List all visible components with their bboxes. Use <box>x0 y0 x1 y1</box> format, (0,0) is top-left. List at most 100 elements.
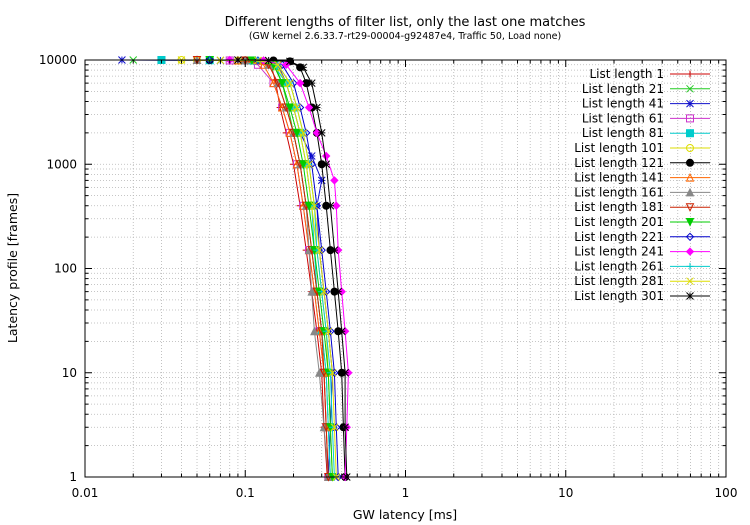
legend-entry: List length 1 <box>590 67 710 81</box>
data-point <box>319 368 329 378</box>
legend-label: List length 201 <box>574 215 664 229</box>
data-point <box>326 201 335 210</box>
data-point <box>315 368 324 377</box>
legend-marker <box>685 218 695 227</box>
legend-entry: List length 121 <box>574 156 710 170</box>
data-point <box>286 57 294 66</box>
legend-marker <box>686 158 694 167</box>
legend-entry: List length 221 <box>574 230 710 244</box>
legend-entry: List length 181 <box>574 200 710 214</box>
data-point <box>334 287 343 296</box>
data-point <box>298 160 308 169</box>
data-point <box>332 201 341 210</box>
legend-label: List length 1 <box>590 67 665 81</box>
legend-label: List length 61 <box>582 111 664 125</box>
data-point <box>299 63 308 72</box>
series-14 <box>206 56 338 481</box>
legend-label: List length 121 <box>574 156 664 170</box>
legend-entry: List length 141 <box>574 171 710 185</box>
legend-marker <box>685 172 695 182</box>
legend-entry: List length 61 <box>582 111 710 125</box>
y-tick-label: 100 <box>54 262 77 276</box>
legend-marker <box>686 277 694 286</box>
y-axis-label: Latency profile [frames] <box>5 193 20 343</box>
data-point <box>315 326 324 336</box>
legend-entry: List length 301 <box>574 289 710 303</box>
legend-entry: List length 161 <box>574 185 710 199</box>
legend-label: List length 301 <box>574 289 664 303</box>
data-point <box>277 79 287 88</box>
legend-marker <box>686 129 694 138</box>
legend-marker <box>685 203 695 212</box>
data-point <box>337 327 346 336</box>
legend-label: List length 181 <box>574 200 664 214</box>
legend-label: List length 221 <box>574 230 664 244</box>
x-tick-label: 0.1 <box>236 486 255 500</box>
data-point <box>321 151 331 161</box>
grid-lines <box>85 60 726 477</box>
legend-label: List length 161 <box>574 185 664 199</box>
legend-marker <box>686 84 694 93</box>
legend-marker <box>686 144 694 152</box>
data-point <box>310 326 319 336</box>
legend-marker <box>686 99 694 108</box>
data-point <box>304 103 314 112</box>
data-point <box>307 287 317 296</box>
legend-entry: List length 81 <box>582 126 710 140</box>
y-tick-label: 10000 <box>39 53 77 67</box>
legend-entry: List length 201 <box>574 215 710 229</box>
data-point <box>330 176 339 185</box>
data-point <box>292 128 302 138</box>
legend-marker <box>686 292 694 300</box>
series-line <box>196 59 329 478</box>
x-tick-label: 1 <box>402 486 410 500</box>
x-axis-label: GW latency [ms] <box>353 507 457 522</box>
data-point <box>304 201 314 211</box>
y-tick-label: 1 <box>69 470 77 484</box>
data-point <box>259 60 268 69</box>
data-point <box>341 423 349 432</box>
chart-subtitle: (GW kernel 2.6.33.7-rt29-00004-g92487e4,… <box>249 31 561 42</box>
x-tick-label: 10 <box>558 486 573 500</box>
legend-label: List length 101 <box>574 141 664 155</box>
data-point <box>293 103 301 112</box>
y-tick-label: 10 <box>62 366 77 380</box>
legend-marker <box>685 247 695 256</box>
legend-entry: List length 21 <box>582 82 710 96</box>
data-point <box>320 287 328 296</box>
legend-label: List length 41 <box>582 97 664 111</box>
legend-entry: List length 281 <box>574 274 710 288</box>
x-tick-label: 100 <box>715 486 738 500</box>
data-point <box>310 201 319 210</box>
series-line <box>161 59 331 478</box>
legend-entry: List length 41 <box>582 97 710 111</box>
data-point <box>317 129 326 137</box>
data-point <box>324 327 333 336</box>
data-point <box>295 78 305 88</box>
data-point <box>286 79 294 87</box>
legend-label: List length 281 <box>574 274 664 288</box>
legend-label: List length 21 <box>582 82 664 96</box>
data-point <box>312 128 322 138</box>
data-point <box>285 103 295 113</box>
legend-marker <box>686 114 694 123</box>
data-point <box>341 368 349 377</box>
data-point <box>307 79 316 87</box>
legend-label: List length 81 <box>582 126 664 140</box>
series-line <box>209 59 339 478</box>
series-layer <box>118 55 353 482</box>
legend-marker <box>685 232 695 242</box>
data-point <box>274 60 282 69</box>
legend-label: List length 141 <box>574 171 664 185</box>
data-point <box>330 423 339 432</box>
y-tick-label: 1000 <box>46 157 77 171</box>
data-point <box>305 160 313 169</box>
legend-entry: List length 241 <box>574 245 710 259</box>
data-point <box>330 246 339 254</box>
data-point <box>273 79 283 88</box>
x-tick-label: 0.01 <box>72 486 99 500</box>
data-point <box>321 423 331 432</box>
axis-ticks: 0.01 0.1 1 10 100 1 10 100 1000 10000 <box>39 53 738 500</box>
